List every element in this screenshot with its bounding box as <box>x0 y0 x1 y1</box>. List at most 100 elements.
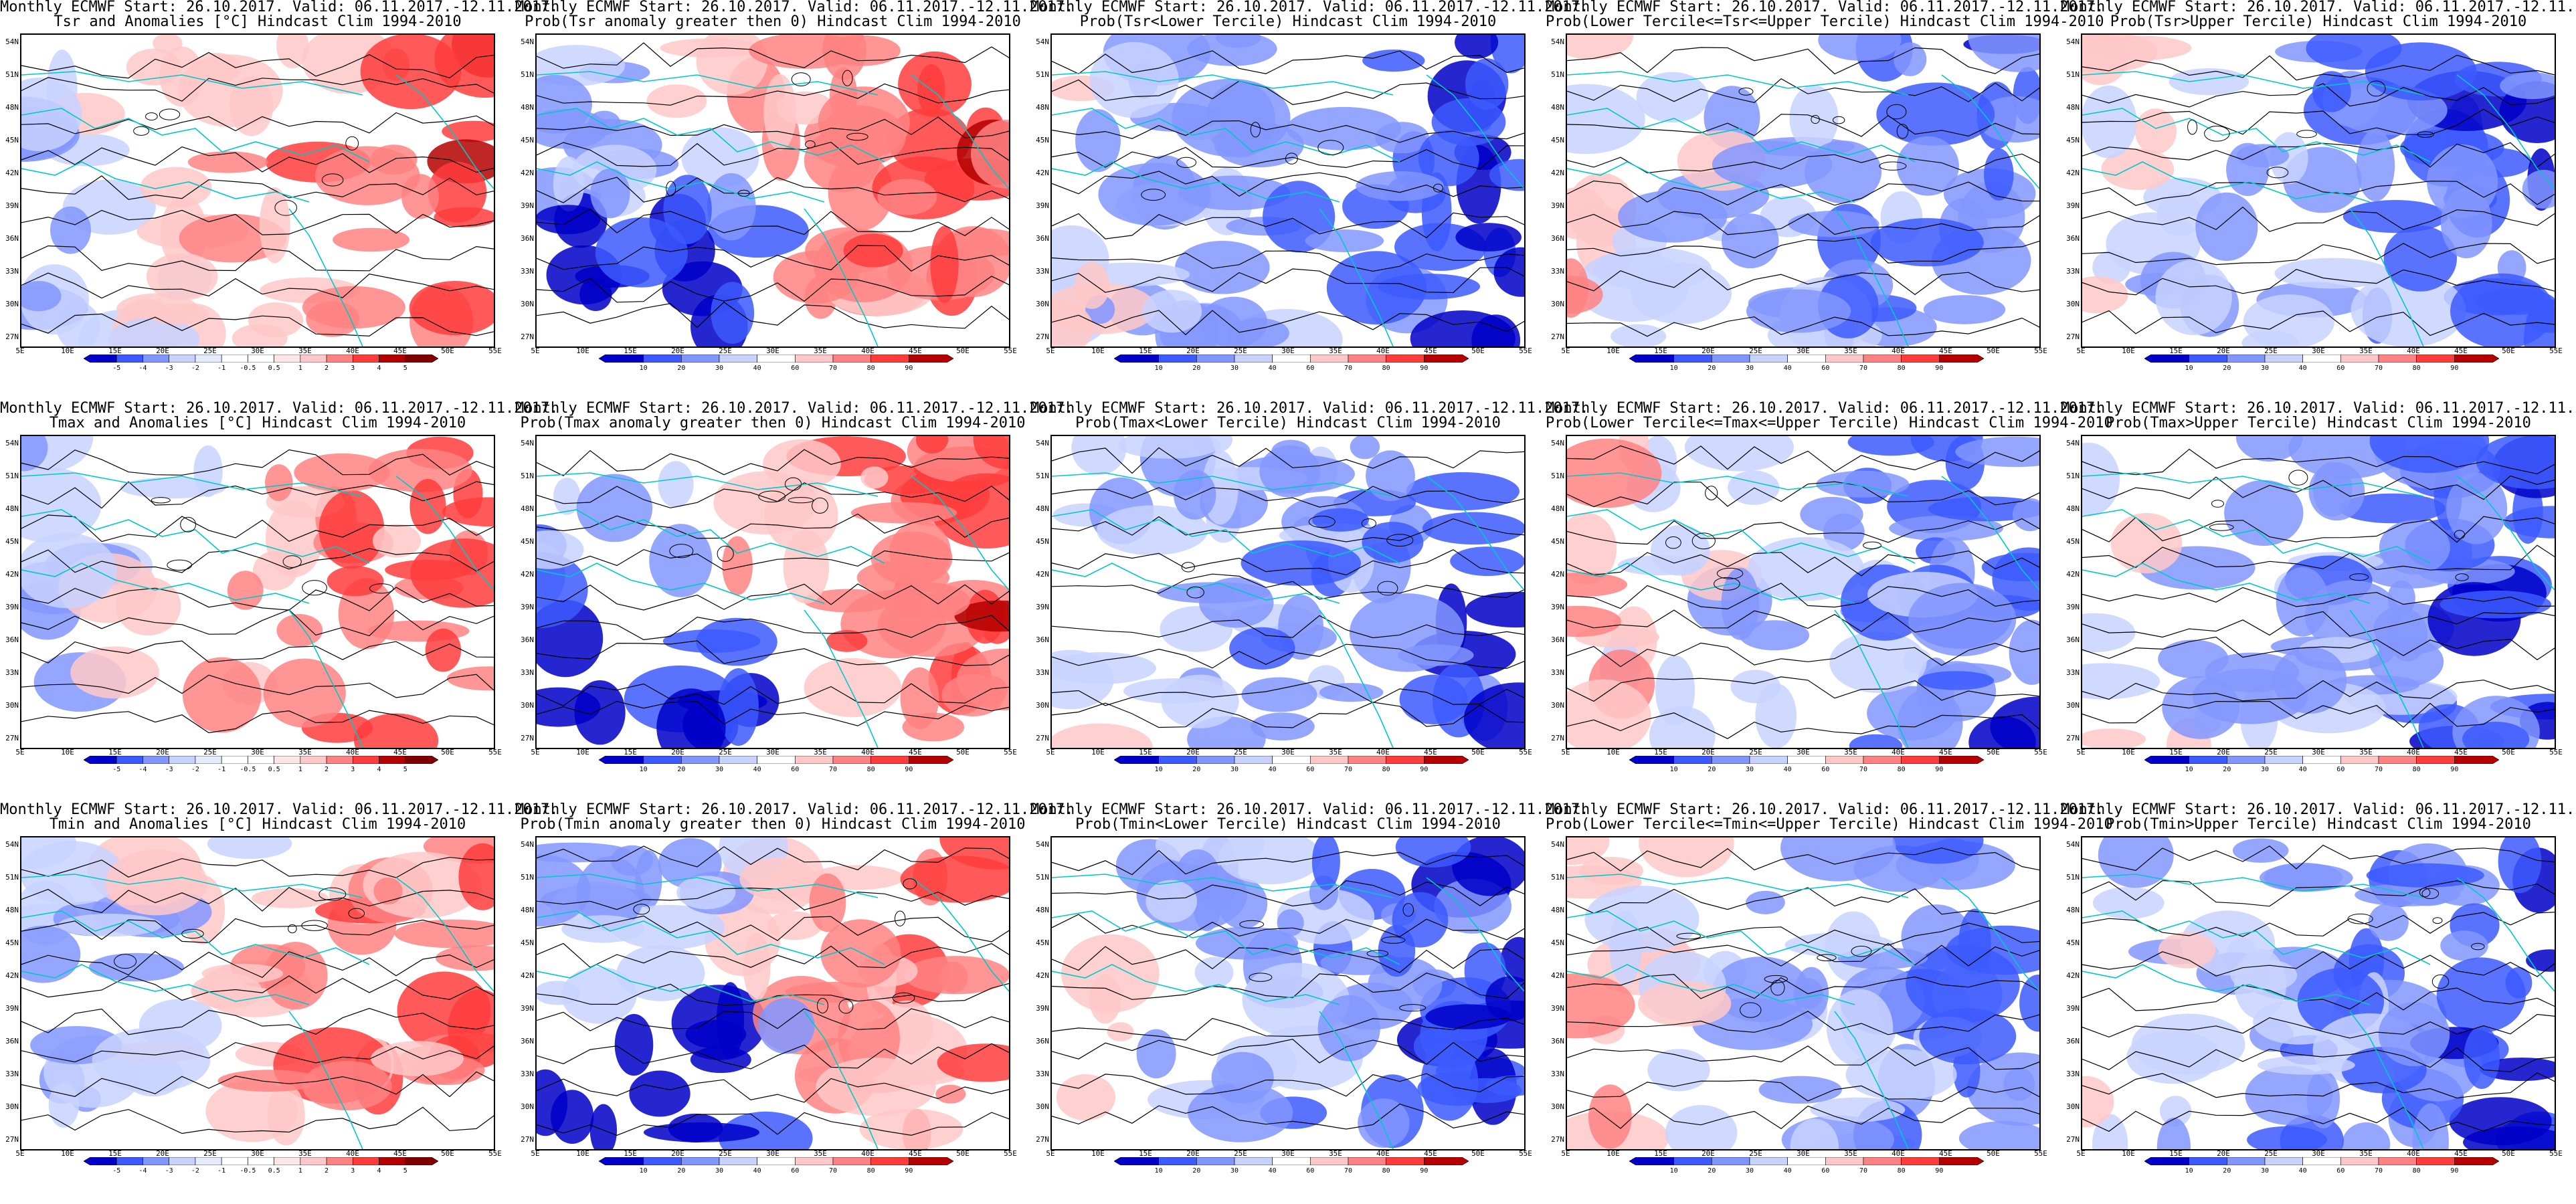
shading-region <box>804 658 902 718</box>
panel-title-line1: Monthly ECMWF Start: 26.10.2017. Valid: … <box>2061 0 2576 15</box>
shading-region <box>1746 890 1785 914</box>
map-panel: Monthly ECMWF Start: 26.10.2017. Valid: … <box>0 803 558 1204</box>
shading-region <box>1406 472 1520 511</box>
map-panel: Monthly ECMWF Start: 26.10.2017. Valid: … <box>1030 803 1588 1204</box>
isotherm-contour <box>21 609 494 637</box>
longitude-label: 25E <box>203 1149 217 1158</box>
shading-region <box>442 120 494 142</box>
latitude-label: 42N <box>1036 570 1049 579</box>
colorbar-swatch <box>1673 756 1712 764</box>
shading-region <box>1356 171 1444 201</box>
longitude-label: 5E <box>1046 748 1055 757</box>
latitude-label: 27N <box>5 1135 19 1144</box>
isotherm-contour <box>537 141 1009 167</box>
shading-region <box>574 680 626 745</box>
shading-region <box>2232 838 2289 863</box>
longitude-label: 45E <box>909 748 922 757</box>
colorbar-tick-label: 30 <box>1745 766 1754 773</box>
latitude-label: 33N <box>2066 1070 2080 1078</box>
longitude-label: 25E <box>1234 748 1247 757</box>
longitude-label: 45E <box>1424 748 1437 757</box>
colorbar-swatch <box>832 355 871 363</box>
shading-region <box>276 614 323 647</box>
latitude-label: 36N <box>1036 1037 1049 1045</box>
colorbar-tick-label: 40 <box>1268 1167 1277 1175</box>
longitude-label: 15E <box>108 346 122 355</box>
shading-region <box>1968 35 2039 72</box>
colorbar-swatch <box>2144 756 2189 764</box>
latitude-label: 39N <box>521 201 534 210</box>
colorbar-tick-label: 80 <box>2412 766 2421 773</box>
panel-title-line2: Prob(Lower Tercile<=Tmin<=Upper Tercile)… <box>1546 816 2113 833</box>
shading-region <box>1639 837 1734 878</box>
shading-region <box>2356 130 2395 201</box>
colorbar-swatch <box>221 355 248 363</box>
latitude-label: 33N <box>1551 267 1564 276</box>
colorbar-tick-label: 20 <box>1708 1167 1716 1175</box>
shading-region <box>711 282 755 344</box>
isotherm-contour <box>1052 267 1524 294</box>
panel-title-line2: Prob(Lower Tercile<=Tmax<=Upper Tercile)… <box>1546 415 2113 431</box>
isotherm-contour <box>1567 847 2039 872</box>
colorbar-tick-label: 30 <box>1230 1167 1239 1175</box>
colorbar-swatch <box>379 756 406 764</box>
longitude-label: 10E <box>2122 1149 2135 1158</box>
isotherm-contour <box>21 1007 494 1035</box>
colorbar-swatch <box>169 355 196 363</box>
isotherm-contour <box>1052 212 1524 239</box>
isotherm-contour <box>1567 974 2039 999</box>
shading-region <box>1311 837 1340 890</box>
coastline <box>537 71 879 96</box>
colorbar-tick-label: 90 <box>1935 1167 1944 1175</box>
shading-region <box>1312 508 1370 532</box>
shading-region <box>193 445 223 498</box>
coastline <box>288 609 363 748</box>
colorbar-tick-label: 60 <box>2336 365 2345 372</box>
shading-region <box>302 1061 392 1111</box>
colorbar-tick-label: 1 <box>298 1167 302 1175</box>
topography-loop <box>1764 975 1788 983</box>
panel-title-line1: Monthly ECMWF Start: 26.10.2017. Valid: … <box>1546 0 2104 15</box>
topography-loop <box>2454 530 2466 539</box>
topography-loop <box>838 999 854 1014</box>
shading-region <box>2463 1126 2555 1149</box>
panel-title-line1: Monthly ECMWF Start: 26.10.2017. Valid: … <box>1546 400 2104 417</box>
coastline <box>2456 877 2555 992</box>
panel-title-line2: Prob(Lower Tercile<=Tsr<=Upper Tercile) … <box>1546 13 2104 30</box>
colorbar <box>1629 756 1984 764</box>
topography-loop <box>1285 153 1298 165</box>
latitude-label: 30N <box>5 701 19 710</box>
colorbar-tick-label: -0.5 <box>240 365 256 372</box>
latitude-label: 33N <box>1551 1070 1564 1078</box>
shading-region <box>259 187 290 264</box>
colorbar-tick-label: 30 <box>1745 1167 1754 1175</box>
longitude-label: 55E <box>488 346 502 355</box>
shading-region <box>1410 310 1515 346</box>
latitude-label: 27N <box>1551 1135 1564 1144</box>
colorbar-swatch <box>2189 1157 2227 1165</box>
shading-region <box>2082 663 2160 700</box>
isotherm-contour <box>1052 1017 1524 1041</box>
topography-loop <box>791 72 811 86</box>
longitude-label: 55E <box>2549 748 2563 757</box>
longitude-label: 40E <box>861 1149 875 1158</box>
colorbar-swatch <box>1901 756 1940 764</box>
isotherm-contour <box>1567 712 2039 739</box>
shading-region <box>140 167 212 208</box>
colorbar-tick-label: 20 <box>1708 766 1716 773</box>
isotherm-contour <box>1052 120 1524 143</box>
longitude-label: 10E <box>1091 1149 1105 1158</box>
colorbar-tick-label: 90 <box>1935 766 1944 773</box>
coastline <box>1567 108 1916 163</box>
isotherm-contour <box>2082 269 2555 296</box>
longitude-label: 25E <box>203 346 217 355</box>
latitude-label: 39N <box>1036 1004 1049 1013</box>
longitude-label: 50E <box>1471 748 1485 757</box>
isotherm-contour <box>21 1071 494 1098</box>
isotherm-contour <box>2082 1047 2555 1072</box>
longitude-label: 55E <box>2034 1149 2047 1158</box>
shading-region <box>576 474 653 542</box>
isotherm-contour <box>1567 583 2039 610</box>
shading-region <box>1638 981 1732 1027</box>
shading-region <box>368 448 472 492</box>
